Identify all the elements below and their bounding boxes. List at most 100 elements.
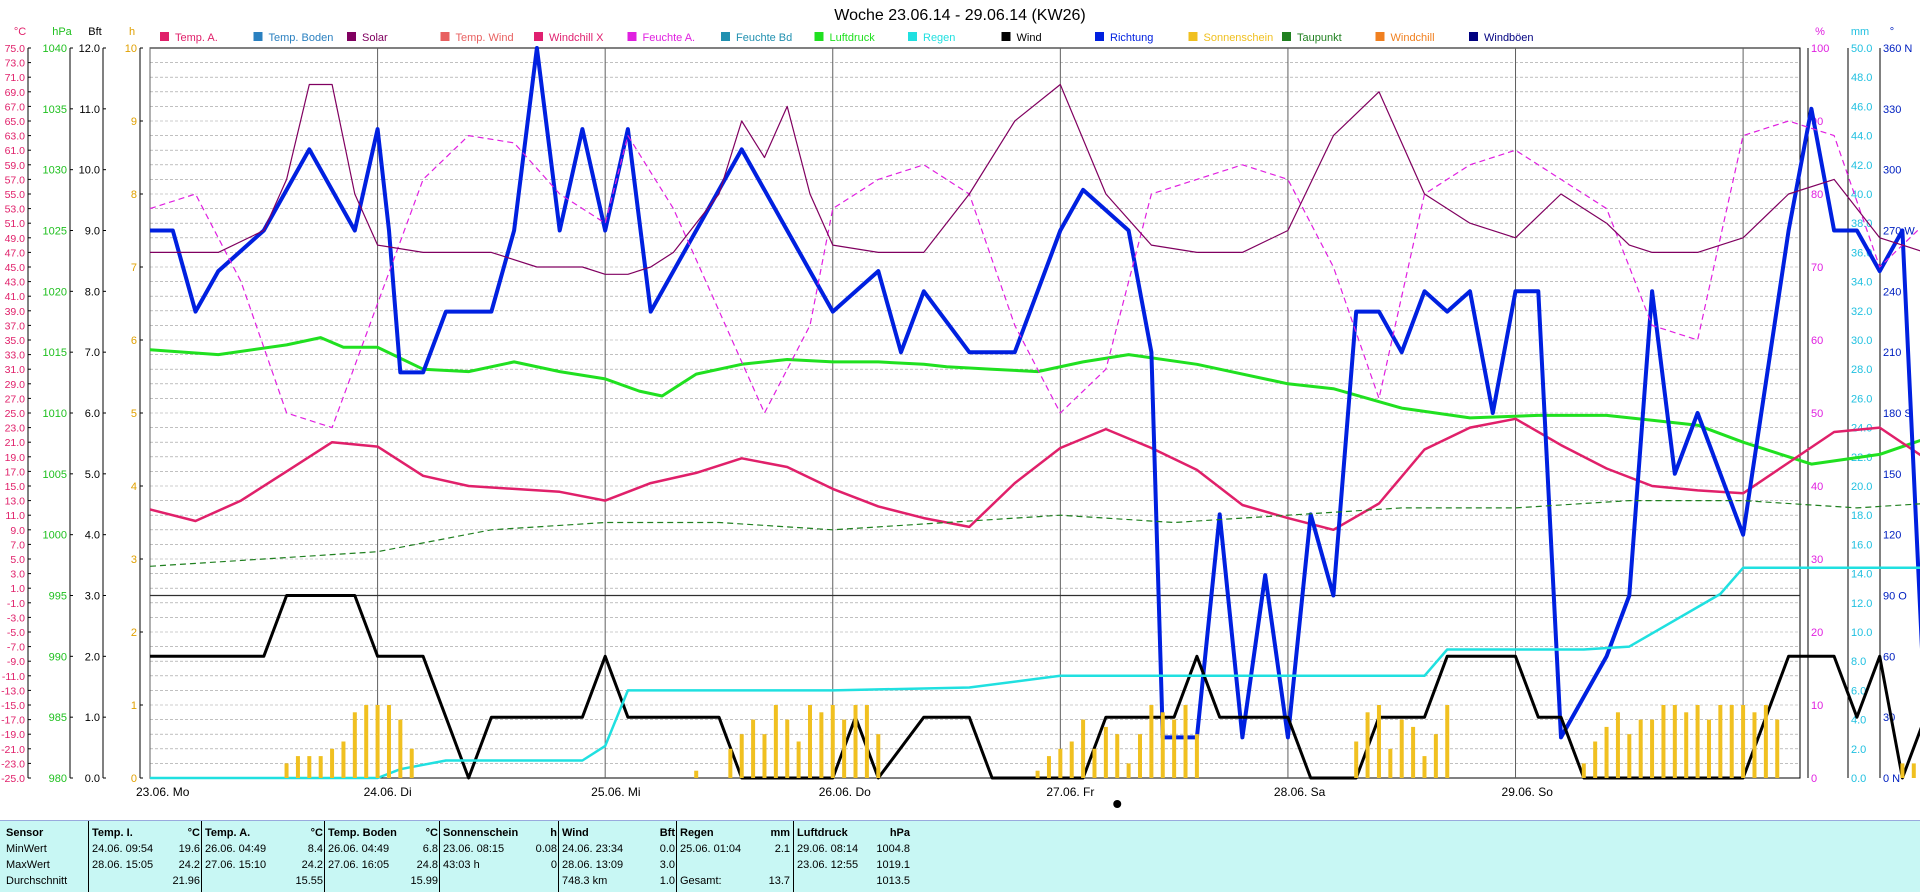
axis-tick-label: 71.0 [5, 72, 26, 84]
legend-label: Temp. Boden [269, 32, 334, 44]
stats-column: Temp. I. °C 24.06. 09:54 19.6 28.06. 15:05 24… [92, 825, 202, 889]
axis-tick-label: 120 [1883, 530, 1901, 542]
axis-tick-label: -3.0 [7, 612, 25, 624]
axis-tick-label: 180 S [1883, 408, 1912, 420]
sunshine-bar [773, 705, 778, 778]
axis-tick-label: 12.0 [79, 43, 100, 55]
axis-tick-label: 25.0 [5, 408, 26, 420]
axis-tick-label: 5.0 [85, 469, 100, 481]
axis-tick-label: 11.0 [5, 510, 25, 522]
stats-row: 29.06. 08:14 1004.8 [797, 841, 912, 857]
axis-unit-label: ° [1890, 26, 1894, 38]
legend-swatch [1469, 32, 1478, 41]
legend-label: Feuchte Bd [736, 32, 792, 44]
axis-tick-label: 14.0 [1851, 569, 1872, 581]
legend-swatch [908, 32, 917, 41]
sunshine-bar [1627, 734, 1632, 778]
sunshine-bar [762, 734, 767, 778]
sunshine-bar [1126, 763, 1131, 778]
stats-header: Sonnenschein h [443, 827, 557, 839]
stats-row: 26.06. 04:49 6.8 [328, 841, 440, 857]
sunshine-bar [1775, 719, 1780, 778]
sunshine-bar [330, 748, 335, 778]
stats-time: 26.06. 04:49 [328, 843, 390, 855]
sunshine-bar [375, 705, 380, 778]
axis-tick-label: 37.0 [5, 320, 26, 332]
stats-value: 0.0 [659, 843, 675, 855]
sunshine-bar [739, 734, 744, 778]
stats-separator [558, 821, 559, 892]
x-tick-label: 25.06. Mi [591, 785, 640, 799]
axis-tick-label: 0 [1811, 773, 1817, 785]
axis-tick-label: 1035 [43, 104, 67, 116]
axis-tick-label: 1.0 [10, 583, 25, 595]
sunshine-bar [1672, 705, 1677, 778]
sunshine-bar [1638, 719, 1643, 778]
sunshine-bar [864, 705, 869, 778]
axis-tick-label: 6.0 [85, 408, 100, 420]
stats-value: 8.4 [307, 843, 323, 855]
sunshine-bar [1433, 734, 1438, 778]
legend-label: Sonnenschein [1204, 32, 1274, 44]
axis-tick-label: 7 [131, 262, 137, 274]
sunshine-bar [785, 719, 790, 778]
axis-tick-label: 8.0 [85, 286, 100, 298]
sunshine-bar [1741, 705, 1746, 778]
axis-tick-label: 90 O [1883, 591, 1907, 603]
stats-time: 24.06. 23:34 [562, 843, 624, 855]
stats-column: Temp. Boden °C 26.06. 04:49 6.8 27.06. 16:05… [328, 825, 440, 889]
sunshine-bar [1081, 719, 1086, 778]
stats-separator [439, 821, 440, 892]
sunshine-bar [796, 741, 801, 778]
x-tick-label: 23.06. Mo [136, 785, 190, 799]
axis-unit-label: mm [1851, 26, 1869, 38]
stats-time: 27.06. 16:05 [328, 859, 390, 871]
legend-swatch [721, 32, 730, 41]
axis-tick-label: 300 [1883, 165, 1901, 177]
axis-tick-label: -17.0 [1, 715, 25, 727]
axis-tick-label: 8.0 [1851, 656, 1866, 668]
sunshine-bar [307, 756, 312, 778]
axis-tick-label: 9.0 [10, 525, 25, 537]
axis-tick-label: 39.0 [5, 306, 26, 318]
axis-tick-label: 47.0 [5, 247, 26, 259]
legend-swatch [253, 32, 263, 41]
axis-tick-label: 41.0 [5, 291, 26, 303]
axis-tick-label: -7.0 [7, 642, 25, 654]
axis-tick-label: 50.0 [1851, 43, 1872, 55]
axis-tick-label: 40 [1811, 481, 1823, 493]
sunshine-bar [728, 748, 733, 778]
sunshine-bar [318, 756, 323, 778]
sunshine-bar [751, 719, 756, 778]
stats-row: 28.06. 15:05 24.2 [92, 857, 202, 873]
stats-header: Sensor [6, 827, 44, 839]
axis-tick-label: -13.0 [1, 685, 25, 697]
axis-tick-label: 60 [1811, 335, 1823, 347]
axis-tick-label: 18.0 [1851, 510, 1872, 522]
stats-row: 1013.5 [797, 873, 912, 889]
axis-tick-label: -25.0 [1, 773, 25, 785]
axis-tick-label: 55.0 [5, 189, 26, 201]
axis-tick-label: 20.0 [1851, 481, 1872, 493]
axis-tick-label: 20 [1811, 627, 1823, 639]
sunshine-bar [1149, 705, 1154, 778]
sunshine-bar [341, 741, 346, 778]
stats-row: 15.99 [328, 873, 440, 889]
axis-tick-label: 30 [1811, 554, 1823, 566]
legend-swatch [814, 32, 824, 41]
axis-tick-label: 1.0 [85, 712, 100, 724]
stats-separator [324, 821, 325, 892]
stats-row: Durchschnitt [6, 875, 68, 887]
axis-tick-label: 6.0 [1851, 685, 1866, 697]
legend-swatch [1282, 32, 1291, 41]
series-line-solar [150, 83, 1920, 275]
axis-tick-label: 10 [1811, 700, 1823, 712]
sunshine-bar [1035, 770, 1040, 778]
axis-unit-label: °C [14, 26, 26, 38]
stats-value: 1019.1 [876, 859, 910, 871]
axis-tick-label: 1010 [43, 408, 67, 420]
axis-tick-label: 995 [49, 591, 67, 603]
stats-column: Sensor MinWert MaxWert Durchschnitt [6, 825, 86, 889]
legend-swatch [347, 32, 356, 41]
axis-tick-label: 16.0 [1851, 539, 1872, 551]
